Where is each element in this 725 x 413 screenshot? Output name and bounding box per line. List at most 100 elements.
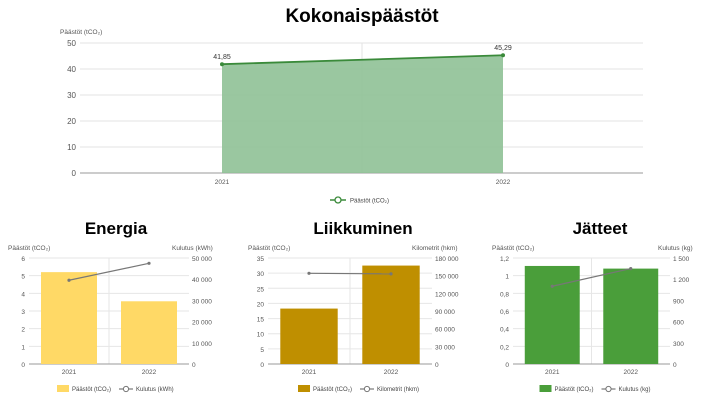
y-tick-label: 2 <box>21 327 25 334</box>
data-point <box>147 261 151 265</box>
y-tick-label: 0,4 <box>500 327 509 334</box>
x-tick-label: 2021 <box>545 369 560 376</box>
x-tick-label: 2022 <box>624 369 639 376</box>
y2-tick-label: 1 200 <box>673 277 690 284</box>
bar <box>362 265 420 364</box>
y2-tick-label: 600 <box>673 320 684 327</box>
data-point <box>550 284 554 288</box>
legend-marker <box>605 385 612 393</box>
legend-marker <box>122 385 130 393</box>
legend-label: Kulutus (kg) <box>619 387 651 393</box>
y-axis-title: Päästöt (tCO₂) <box>492 245 534 252</box>
y2-tick-label: 0 <box>435 362 439 369</box>
bar <box>41 272 97 364</box>
legend-label: Päästöt (tCO₂) <box>555 387 594 393</box>
legend-label: Kilometrit (hkm) <box>377 387 419 393</box>
y-tick-label: 0,2 <box>500 344 509 351</box>
y2-tick-label: 180 000 <box>435 256 459 263</box>
legend-marker <box>363 385 371 393</box>
chart-title: Kokonaispäästöt <box>285 6 439 27</box>
x-tick-label: 2022 <box>142 369 157 376</box>
chart-title: Liikkuminen <box>313 219 412 238</box>
chart-liikkuminen: Liikkuminen Päästöt (tCO₂) Kilometrit (hkm… <box>248 219 459 393</box>
y2-tick-label: 20 000 <box>192 320 212 327</box>
y2-tick-label: 30 000 <box>435 344 455 351</box>
y-tick-label: 1 <box>21 344 25 351</box>
bar <box>524 265 580 364</box>
y-tick-label: 0 <box>72 169 77 178</box>
y-tick-label: 0,6 <box>500 309 509 316</box>
y2-axis-title: Kulutus (kg) <box>658 245 693 252</box>
y2-tick-label: 1 500 <box>673 256 690 263</box>
y-tick-label: 15 <box>257 317 265 324</box>
bar <box>121 301 177 364</box>
y2-tick-label: 30 000 <box>192 298 212 305</box>
y-tick-label: 0 <box>505 362 509 369</box>
y-tick-label: 10 <box>257 332 265 339</box>
x-tick-label: 2021 <box>215 179 230 186</box>
legend-marker <box>334 196 342 204</box>
y-tick-label: 0 <box>260 362 264 369</box>
y-tick-label: 0 <box>21 362 25 369</box>
y2-tick-label: 10 000 <box>192 341 212 348</box>
y-axis-title: Päästöt (tCO₂) <box>8 245 50 252</box>
chart-kokonaispaastot: Kokonaispäästöt Päästöt (tCO₂) 0 10 20 30 40 50… <box>60 6 643 205</box>
x-tick-label: 2022 <box>496 179 511 186</box>
x-tick-label: 2021 <box>302 369 317 376</box>
y2-tick-label: 60 000 <box>435 327 455 334</box>
y-tick-label: 5 <box>260 347 264 354</box>
y-tick-label: 4 <box>21 291 25 298</box>
y-tick-label: 3 <box>21 309 25 316</box>
y2-tick-label: 50 000 <box>192 256 212 263</box>
legend-label: Päästöt (tCO₂) <box>313 387 352 393</box>
legend-label: Päästöt (tCO₂) <box>350 199 389 205</box>
y2-tick-label: 900 <box>673 298 684 305</box>
y-tick-label: 25 <box>257 286 265 293</box>
data-point <box>220 62 224 67</box>
data-point <box>389 272 393 276</box>
y-tick-label: 35 <box>257 256 265 263</box>
y-tick-label: 1 <box>505 274 509 281</box>
legend-swatch <box>298 385 310 392</box>
y-tick-label: 50 <box>67 39 76 48</box>
y2-tick-label: 120 000 <box>435 291 459 298</box>
x-tick-label: 2021 <box>62 369 77 376</box>
data-point <box>629 267 633 271</box>
data-label: 45,29 <box>494 45 512 52</box>
legend-swatch <box>539 385 552 392</box>
bar <box>280 308 338 364</box>
area-fill <box>222 55 503 173</box>
y2-tick-label: 90 000 <box>435 309 455 316</box>
y-axis-title: Päästöt (tCO₂) <box>60 29 102 36</box>
chart-jatteet: Jätteet Päästöt (tCO₂) Kulutus (kg) 0 0,2 0,4… <box>492 219 693 393</box>
y-tick-label: 20 <box>257 301 265 308</box>
legend-swatch <box>57 385 69 392</box>
y-tick-label: 1,2 <box>500 256 509 263</box>
chart-title: Jätteet <box>573 219 628 238</box>
y2-tick-label: 0 <box>673 362 677 369</box>
y2-tick-label: 40 000 <box>192 277 212 284</box>
y2-tick-label: 150 000 <box>435 274 459 281</box>
data-point <box>501 53 505 58</box>
chart-title: Energia <box>85 219 148 238</box>
series-line <box>221 54 504 66</box>
series-line <box>552 268 631 287</box>
data-label: 41,85 <box>213 54 231 61</box>
y-tick-label: 30 <box>257 271 265 278</box>
y-tick-label: 10 <box>67 143 76 152</box>
y-tick-label: 0,8 <box>500 291 509 298</box>
y-tick-label: 5 <box>21 274 25 281</box>
legend-label: Päästöt (tCO₂) <box>72 387 111 393</box>
y2-axis-title: Kilometrit (hkm) <box>412 245 458 252</box>
y2-tick-label: 0 <box>192 362 196 369</box>
bar <box>603 268 659 364</box>
x-tick-label: 2022 <box>384 369 399 376</box>
series-line <box>308 272 392 275</box>
y2-axis-title: Kulutus (kWh) <box>172 245 213 252</box>
y-tick-label: 40 <box>67 65 76 74</box>
y2-tick-label: 300 <box>673 341 684 348</box>
chart-energia: Energia Päästöt (tCO₂) Kulutus (kWh) 0 1 2 3 4 5… <box>8 219 213 393</box>
data-point <box>67 278 71 282</box>
y-tick-label: 30 <box>67 91 76 100</box>
